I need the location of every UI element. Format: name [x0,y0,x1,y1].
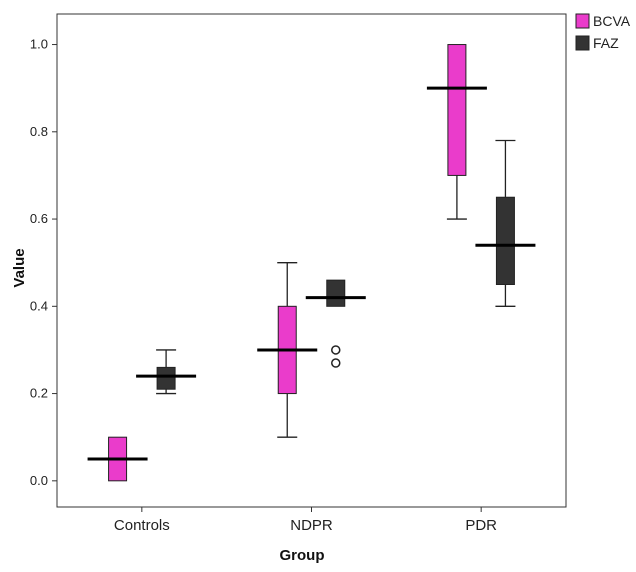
box-faz-ndpr [305,279,366,368]
outlier-point [331,345,341,355]
plot-frame [56,13,567,508]
box-bcva-ndpr [257,262,318,438]
y-axis-title: Value [11,248,28,287]
box-bcva-controls [87,436,148,482]
y-tick-label: 0.2 [30,386,48,401]
outlier-point [331,358,341,368]
x-axis-title: Group [280,547,325,564]
y-tick-label: 0.6 [30,211,48,226]
y-tick-label: 0.8 [30,124,48,139]
y-tick-label: 0.0 [30,473,48,488]
x-axis: Controls NDPR PDR [114,507,497,534]
legend: BCVA FAZ [575,13,631,51]
legend-label-faz: FAZ [593,35,619,51]
x-tick-label: PDR [465,517,497,534]
series-faz [136,139,536,395]
x-tick-label: NDPR [290,517,333,534]
y-tick-label: 0.4 [30,298,48,313]
box-faz-controls [136,349,197,395]
series-bcva [87,44,487,482]
box-iqr [326,279,346,307]
x-tick-label: Controls [114,517,170,534]
legend-swatch-bcva [575,13,590,29]
legend-swatch-faz [575,35,590,51]
y-axis: 0.0 0.2 0.4 0.6 0.8 1.0 [30,37,57,488]
box-iqr [495,196,515,285]
box-iqr [447,44,467,176]
box-faz-pdr [475,139,536,307]
box-iqr [156,366,176,390]
y-tick-label: 1.0 [30,37,48,52]
box-series [87,44,536,482]
legend-label-bcva: BCVA [593,13,631,29]
box-bcva-pdr [426,44,487,220]
